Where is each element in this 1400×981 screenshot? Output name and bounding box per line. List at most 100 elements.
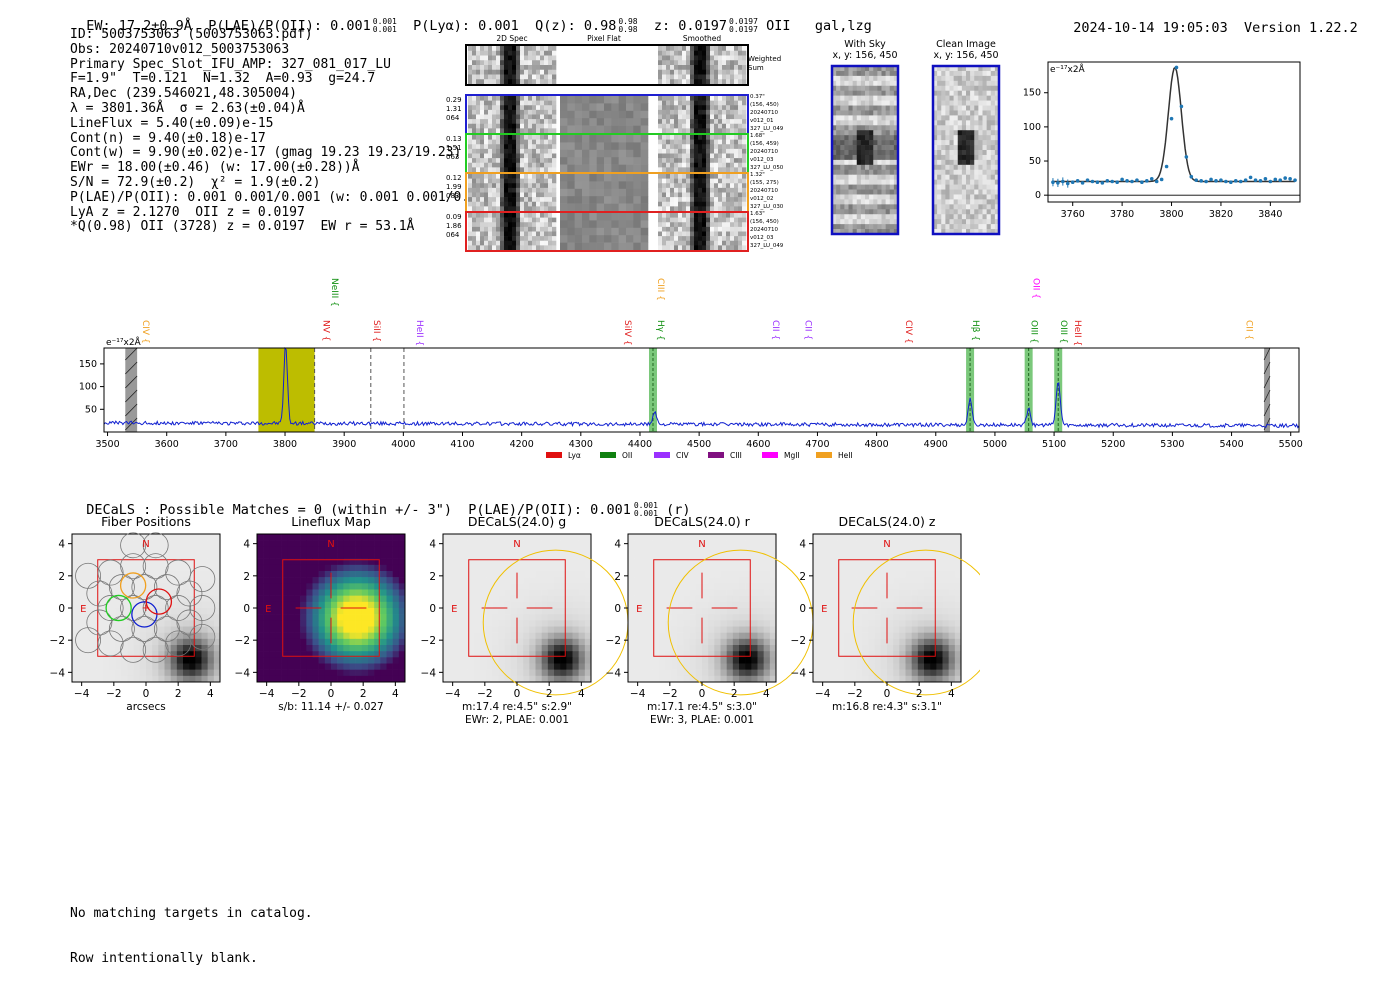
decals-pixel <box>362 608 368 614</box>
cutout-pixel <box>730 202 734 207</box>
decals-pixel <box>109 676 115 682</box>
cutout-pixel <box>548 222 552 227</box>
cutout-pixel <box>658 232 662 237</box>
sky-pixel <box>836 165 840 170</box>
sky-pixel <box>958 86 962 91</box>
sky-pixel <box>970 140 974 145</box>
cutout-pixel <box>532 218 536 223</box>
cutout-pixel <box>662 154 666 159</box>
cutout-pixel <box>674 119 678 124</box>
cutout-pixel <box>734 119 738 124</box>
decals-pixel <box>380 664 386 670</box>
decals-pixel <box>443 540 449 546</box>
cutout-pixel <box>504 193 508 198</box>
sky-pixel <box>974 86 978 91</box>
sky-pixel <box>844 115 848 120</box>
cutout-pixel <box>520 206 524 211</box>
decals-pixel <box>337 620 343 626</box>
cutout-pixel <box>674 144 678 149</box>
cutout-pixel <box>540 149 544 154</box>
cutout-pixel <box>718 218 722 223</box>
flat-pixel <box>589 181 597 189</box>
decals-pixel <box>158 620 164 626</box>
cutout-pixel <box>662 179 666 184</box>
decals-pixel <box>103 590 109 596</box>
cutout-pixel <box>520 188 524 193</box>
cutout-pixel <box>710 174 714 179</box>
decals-pixel <box>356 583 362 589</box>
cutout-pixel <box>722 236 726 241</box>
cutout-pixel <box>706 174 710 179</box>
cutout-pixel <box>726 46 730 51</box>
sky-pixel <box>966 160 970 165</box>
cutout-pixel <box>658 128 662 133</box>
legend-label: MgII <box>784 451 800 460</box>
decals-pixel <box>257 639 263 645</box>
decals-pixel <box>387 559 393 565</box>
cutout-pixel <box>548 110 552 115</box>
sky-pixel <box>983 71 987 76</box>
decals-pixel <box>183 540 189 546</box>
cutout-pixel <box>658 158 662 163</box>
decals-pixel <box>165 583 171 589</box>
decals-pixel <box>214 559 220 565</box>
cutout-pixel <box>508 154 512 159</box>
cutout-pixel <box>468 213 472 218</box>
decals-pixel <box>455 565 461 571</box>
decals-ytick-label: −2 <box>50 635 65 647</box>
sky-pixel <box>937 224 941 229</box>
sky-pixel <box>958 150 962 155</box>
decals-pixel <box>523 565 529 571</box>
sky-pixel <box>869 140 873 145</box>
decals-pixel <box>202 633 208 639</box>
cutout-pixel <box>540 193 544 198</box>
flat-pixel <box>575 165 583 173</box>
decals-pixel <box>337 670 343 676</box>
decals-pixel <box>288 670 294 676</box>
sky-pixel <box>840 165 844 170</box>
cutout-pixel <box>726 206 730 211</box>
spectral-line-label: OIII { <box>1029 320 1039 344</box>
sky-pixel <box>945 125 949 130</box>
cutout-pixel <box>500 232 504 237</box>
cutout-pixel <box>500 167 504 172</box>
decals-pixel <box>343 645 349 651</box>
decals-pixel <box>325 670 331 676</box>
decals-pixel <box>84 577 90 583</box>
flat-pixel <box>560 103 568 111</box>
cutout-pixel <box>488 46 492 51</box>
decals-pixel <box>121 540 127 546</box>
cutout-pixel <box>710 183 714 188</box>
decals-pixel <box>319 583 325 589</box>
cutout-pixel <box>512 202 516 207</box>
cutout-pixel <box>722 110 726 115</box>
cutout-pixel <box>710 105 714 110</box>
decals-pixel <box>128 645 134 651</box>
sky-pixel <box>978 101 982 106</box>
cutout-pixel <box>670 213 674 218</box>
sky-pixel <box>886 190 890 195</box>
cutout-pixel <box>536 75 540 80</box>
sky-pixel <box>890 175 894 180</box>
cutout-pixel <box>686 110 690 115</box>
sky-pixel <box>962 175 966 180</box>
decals-pixel <box>449 571 455 577</box>
sky-pixel <box>853 194 857 199</box>
decals-pixel <box>300 565 306 571</box>
decals-pixel <box>374 676 380 682</box>
sky-pixel <box>950 130 954 135</box>
cutout-pixel <box>524 222 528 227</box>
sky-pixel <box>941 71 945 76</box>
decals-pixel <box>356 534 362 540</box>
fit-data-point <box>1081 181 1085 185</box>
flat-pixel <box>575 243 583 251</box>
cutout-pixel <box>516 213 520 218</box>
cutout-pixel <box>504 202 508 207</box>
sky-pixel <box>954 71 958 76</box>
flat-pixel <box>641 174 649 182</box>
decals-pixel <box>486 627 492 633</box>
decals-pixel <box>449 534 455 540</box>
cutout-pixel <box>480 70 484 75</box>
cutout-pixel <box>730 232 734 237</box>
cutout-pixel <box>480 202 484 207</box>
